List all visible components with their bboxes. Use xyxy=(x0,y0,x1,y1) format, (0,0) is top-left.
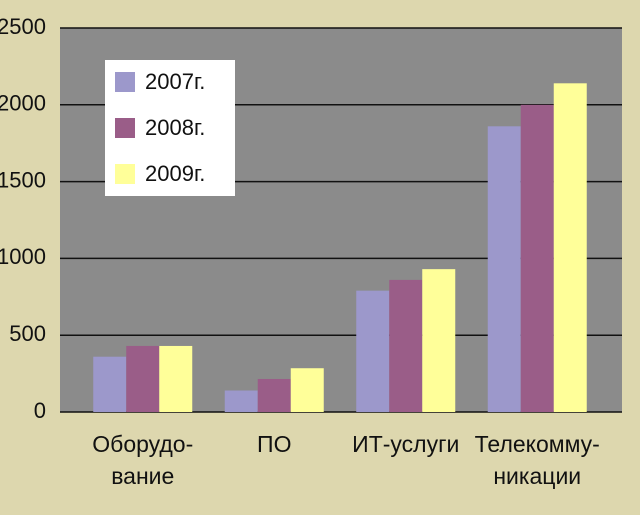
y-tick-label: 2000 xyxy=(0,91,46,116)
bar xyxy=(553,83,587,413)
bar xyxy=(520,104,554,413)
legend-label: 2007г. xyxy=(145,69,205,94)
bar xyxy=(356,290,390,412)
legend-label: 2009г. xyxy=(145,161,205,186)
bar xyxy=(159,345,193,412)
bar xyxy=(126,345,160,412)
x-tick-label: Оборудо- вание xyxy=(92,431,194,489)
bar xyxy=(422,269,456,412)
bar xyxy=(93,356,127,412)
x-tick-label: Телекомму- никации xyxy=(474,431,600,489)
legend-label: 2008г. xyxy=(145,115,205,140)
y-tick-label: 1500 xyxy=(0,167,46,192)
legend-swatch xyxy=(115,118,135,138)
bar xyxy=(487,126,521,412)
x-tick-label: ИТ-услуги xyxy=(352,431,460,457)
y-tick-label: 0 xyxy=(34,398,46,423)
y-tick-label: 2500 xyxy=(0,14,46,39)
bar xyxy=(224,390,258,412)
bar xyxy=(257,378,291,412)
y-tick-label: 1000 xyxy=(0,244,46,269)
y-tick-label: 500 xyxy=(9,321,46,346)
x-tick-label: ПО xyxy=(257,431,292,457)
bar xyxy=(389,279,423,412)
bar xyxy=(290,368,324,412)
legend-swatch xyxy=(115,164,135,184)
legend-swatch xyxy=(115,72,135,92)
